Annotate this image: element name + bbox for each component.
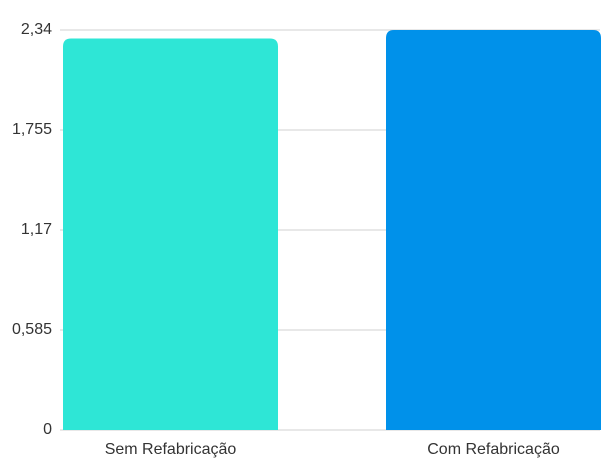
x-tick-label: Com Refabricação [427,441,560,458]
y-tick-label: 0,585 [12,321,52,338]
bar [386,30,601,430]
y-tick-label: 1,755 [12,121,52,138]
y-tick-label: 2,34 [21,21,52,38]
bar [63,38,278,431]
x-tick-label: Sem Refabricação [105,441,237,458]
y-tick-label: 1,17 [21,221,52,238]
y-tick-label: 0 [43,421,52,438]
